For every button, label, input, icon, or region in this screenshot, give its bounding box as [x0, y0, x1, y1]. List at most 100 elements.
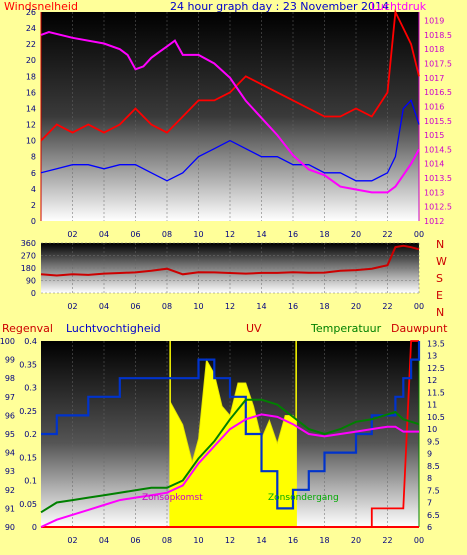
rain-y-tick-0-2: 0.2 — [24, 430, 37, 439]
top-x-tick-20: 20 — [351, 230, 361, 239]
temperature-y-tick-13: 13 — [427, 352, 437, 361]
compass-label-s: S — [436, 272, 443, 285]
pressure-y-tick-1013-5: 1013.5 — [424, 174, 452, 183]
pressure-y-tick-1019: 1019 — [424, 17, 444, 26]
bot-x-tick-12: 12 — [225, 536, 235, 545]
bot-x-tick-16: 16 — [288, 536, 298, 545]
pressure-y-tick-1012: 1012 — [424, 217, 444, 226]
wind-y-tick-22: 22 — [26, 40, 36, 49]
wind-y-tick-12: 12 — [26, 121, 36, 130]
top-x-tick-06: 06 — [130, 230, 140, 239]
top-x-tick-10: 10 — [193, 230, 203, 239]
humidity-y-tick-99: 99 — [5, 356, 15, 365]
pressure-line — [40, 30, 420, 194]
humidity-y-tick-95: 95 — [5, 430, 15, 439]
temperature-y-tick-11: 11 — [427, 401, 437, 410]
pressure-y-tick-1018-5: 1018.5 — [424, 31, 452, 40]
graph-date-title: 24 hour graph day : 23 November 2014 — [170, 0, 389, 13]
wind-y-tick-20: 20 — [26, 56, 36, 65]
bot-x-tick-22: 22 — [382, 536, 392, 545]
temperature-y-tick-10: 10 — [427, 425, 437, 434]
compass-label-n-bottom: N — [436, 306, 444, 319]
top-x-tick-22: 22 — [382, 230, 392, 239]
wind-y-tick-4: 4 — [31, 185, 36, 194]
humidity-y-tick-100: 100 — [0, 337, 15, 346]
bot-x-tick-14: 14 — [256, 536, 266, 545]
humidity-y-tick-90: 90 — [5, 523, 15, 532]
temperature-y-tick-6: 6 — [427, 523, 432, 532]
pressure-y-tick-1016-5: 1016.5 — [424, 88, 452, 97]
rain-y-tick-0-25: 0.25 — [19, 407, 37, 416]
pressure-y-tick-1015-5: 1015.5 — [424, 117, 452, 126]
wind-speed-title: Windsnelheid — [4, 0, 78, 13]
top-x-tick-12: 12 — [225, 230, 235, 239]
mid-x-tick-04: 04 — [99, 302, 109, 311]
top-x-tick-16: 16 — [288, 230, 298, 239]
pressure-y-tick-1017-5: 1017.5 — [424, 60, 452, 69]
pressure-y-tick-1015: 1015 — [424, 131, 444, 140]
compass-labels: N W S E N — [436, 238, 447, 319]
dewpoint-header: Dauwpunt — [391, 322, 448, 335]
wind-y-tick-6: 6 — [31, 169, 36, 178]
humidity-y-tick-91: 91 — [5, 504, 15, 513]
wind-y-tick-16: 16 — [26, 88, 36, 97]
bot-x-tick-06: 06 — [130, 536, 140, 545]
temperature-y-tick-6-5: 6.5 — [427, 511, 440, 520]
climate-series — [40, 340, 421, 528]
temperature-y-tick-8: 8 — [427, 474, 432, 483]
mid-x-tick-18: 18 — [319, 302, 329, 311]
pressure-y-tick-1016: 1016 — [424, 102, 444, 111]
bot-x-tick-18: 18 — [319, 536, 329, 545]
direction-y-tick-360: 360 — [21, 239, 36, 248]
wind-gust-line — [40, 8, 420, 142]
top-x-tick-02: 02 — [67, 230, 77, 239]
humidity-header: Luchtvochtigheid — [66, 322, 161, 335]
temperature-y-tick-12: 12 — [427, 376, 437, 385]
bot-x-tick-04: 04 — [99, 536, 109, 545]
temperature-y-tick-9: 9 — [427, 450, 432, 459]
wind-y-tick-24: 24 — [26, 24, 36, 33]
direction-y-tick-0: 0 — [31, 289, 36, 298]
humidity-y-tick-93: 93 — [5, 467, 15, 476]
wind-pressure-series — [40, 8, 420, 194]
bot-x-tick-10: 10 — [193, 536, 203, 545]
temperature-line — [40, 398, 420, 514]
mid-x-tick-06: 06 — [130, 302, 140, 311]
compass-label-n-top: N — [436, 238, 444, 251]
humidity-y-tick-92: 92 — [5, 486, 15, 495]
sunrise-label: Zonsopkomst — [142, 493, 203, 503]
pressure-y-tick-1018: 1018 — [424, 45, 444, 54]
mid-x-tick-20: 20 — [351, 302, 361, 311]
mid-x-tick-00: 00 — [414, 302, 424, 311]
rain-y-tick-0-15: 0.15 — [19, 453, 37, 462]
temperature-y-tick-9-5: 9.5 — [427, 437, 440, 446]
wind-y-tick-2: 2 — [31, 201, 36, 210]
sunset-label: Zonsondergang — [268, 493, 339, 503]
rain-line — [370, 340, 419, 527]
bot-x-tick-08: 08 — [162, 536, 172, 545]
wind-average-line — [40, 99, 420, 182]
humidity-line — [41, 341, 421, 510]
wind-y-tick-8: 8 — [31, 153, 36, 162]
temperature-y-tick-8-5: 8.5 — [427, 462, 440, 471]
direction-y-tick-180: 180 — [21, 264, 36, 273]
mid-x-tick-14: 14 — [256, 302, 266, 311]
temperature-y-tick-7: 7 — [427, 499, 432, 508]
top-x-tick-00: 00 — [414, 230, 424, 239]
temperature-y-tick-7-5: 7.5 — [427, 486, 440, 495]
temperature-y-tick-13-5: 13.5 — [427, 339, 445, 348]
dewpoint-line — [40, 413, 419, 528]
pressure-y-tick-1013: 1013 — [424, 188, 444, 197]
rain-y-tick-0-1: 0.1 — [24, 477, 37, 486]
temperature-y-tick-12-5: 12.5 — [427, 364, 445, 373]
top-x-tick-08: 08 — [162, 230, 172, 239]
bot-x-tick-02: 02 — [67, 536, 77, 545]
uv-header: UV — [246, 322, 262, 335]
temperature-header: Temperatuur — [310, 322, 382, 335]
bot-x-tick-00: 00 — [414, 536, 424, 545]
mid-x-tick-22: 22 — [382, 302, 392, 311]
temperature-y-tick-11-5: 11.5 — [427, 388, 445, 397]
pressure-y-tick-1012-5: 1012.5 — [424, 203, 452, 212]
pressure-y-tick-1014-5: 1014.5 — [424, 145, 452, 154]
